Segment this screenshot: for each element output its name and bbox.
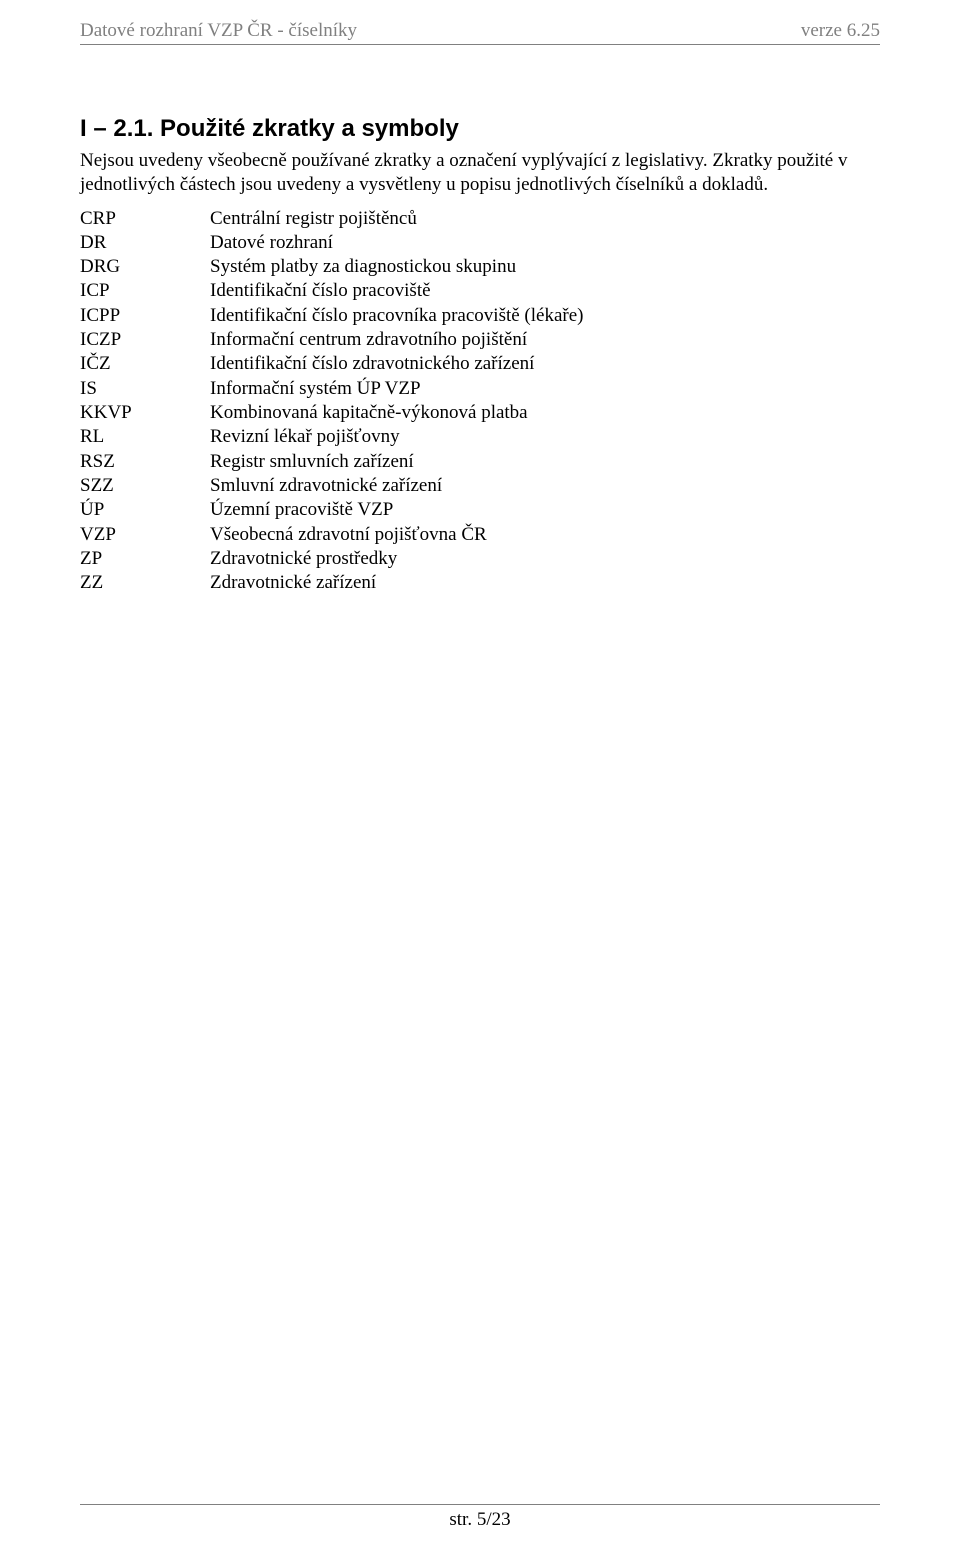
abbrev-code: ÚP [80,498,210,522]
abbrev-code: ICZP [80,328,210,352]
page-footer: str. 5/23 [80,1504,880,1531]
abbrev-row: ZPZdravotnické prostředky [80,547,880,571]
header-left: Datové rozhraní VZP ČR - číselníky [80,20,357,42]
header-right: verze 6.25 [801,20,880,42]
abbrev-code: SZZ [80,474,210,498]
document-page: Datové rozhraní VZP ČR - číselníky verze… [0,0,960,1567]
abbrev-desc: Identifikační číslo zdravotnického zaříz… [210,352,534,376]
abbrev-desc: Revizní lékař pojišťovny [210,425,400,449]
abbrev-desc: Informační centrum zdravotního pojištění [210,328,527,352]
abbrev-desc: Všeobecná zdravotní pojišťovna ČR [210,523,487,547]
abbrev-desc: Zdravotnické zařízení [210,571,376,595]
abbrev-desc: Informační systém ÚP VZP [210,377,421,401]
page-header: Datové rozhraní VZP ČR - číselníky verze… [80,20,880,45]
abbrev-row: ICPPIdentifikační číslo pracovníka praco… [80,304,880,328]
abbrev-code: IČZ [80,352,210,376]
abbrev-code: ZZ [80,571,210,595]
abbrev-row: ICZPInformační centrum zdravotního pojiš… [80,328,880,352]
abbrev-row: ZZZdravotnické zařízení [80,571,880,595]
abbrev-row: RSZRegistr smluvních zařízení [80,450,880,474]
abbrev-desc: Registr smluvních zařízení [210,450,414,474]
abbrev-code: RL [80,425,210,449]
abbrev-row: ÚPÚzemní pracoviště VZP [80,498,880,522]
abbrev-code: DR [80,231,210,255]
abbrev-desc: Systém platby za diagnostickou skupinu [210,255,516,279]
abbrev-desc: Centrální registr pojištěnců [210,207,417,231]
abbrev-code: RSZ [80,450,210,474]
abbrev-row: IČZIdentifikační číslo zdravotnického za… [80,352,880,376]
section-intro: Nejsou uvedeny všeobecně používané zkrat… [80,149,880,197]
abbrev-row: CRPCentrální registr pojištěnců [80,207,880,231]
abbrev-row: VZPVšeobecná zdravotní pojišťovna ČR [80,523,880,547]
abbrev-code: ICP [80,279,210,303]
abbrev-desc: Identifikační číslo pracoviště [210,279,431,303]
abbrev-code: KKVP [80,401,210,425]
page-number: str. 5/23 [449,1509,510,1530]
abbreviations-table: CRPCentrální registr pojištěncůDRDatové … [80,207,880,596]
abbrev-desc: Identifikační číslo pracovníka pracovišt… [210,304,584,328]
abbrev-row: ICPIdentifikační číslo pracoviště [80,279,880,303]
abbrev-row: SZZSmluvní zdravotnické zařízení [80,474,880,498]
abbrev-desc: Územní pracoviště VZP [210,498,393,522]
abbrev-code: ICPP [80,304,210,328]
abbrev-code: IS [80,377,210,401]
abbrev-code: ZP [80,547,210,571]
abbrev-row: RLRevizní lékař pojišťovny [80,425,880,449]
abbrev-code: CRP [80,207,210,231]
abbrev-row: ISInformační systém ÚP VZP [80,377,880,401]
abbrev-desc: Datové rozhraní [210,231,333,255]
section-heading: I – 2.1. Použité zkratky a symboly [80,115,880,143]
abbrev-desc: Kombinovaná kapitačně-výkonová platba [210,401,528,425]
abbrev-desc: Smluvní zdravotnické zařízení [210,474,442,498]
abbrev-code: DRG [80,255,210,279]
abbrev-desc: Zdravotnické prostředky [210,547,397,571]
abbrev-row: KKVPKombinovaná kapitačně-výkonová platb… [80,401,880,425]
abbrev-row: DRGSystém platby za diagnostickou skupin… [80,255,880,279]
abbrev-row: DRDatové rozhraní [80,231,880,255]
abbrev-code: VZP [80,523,210,547]
